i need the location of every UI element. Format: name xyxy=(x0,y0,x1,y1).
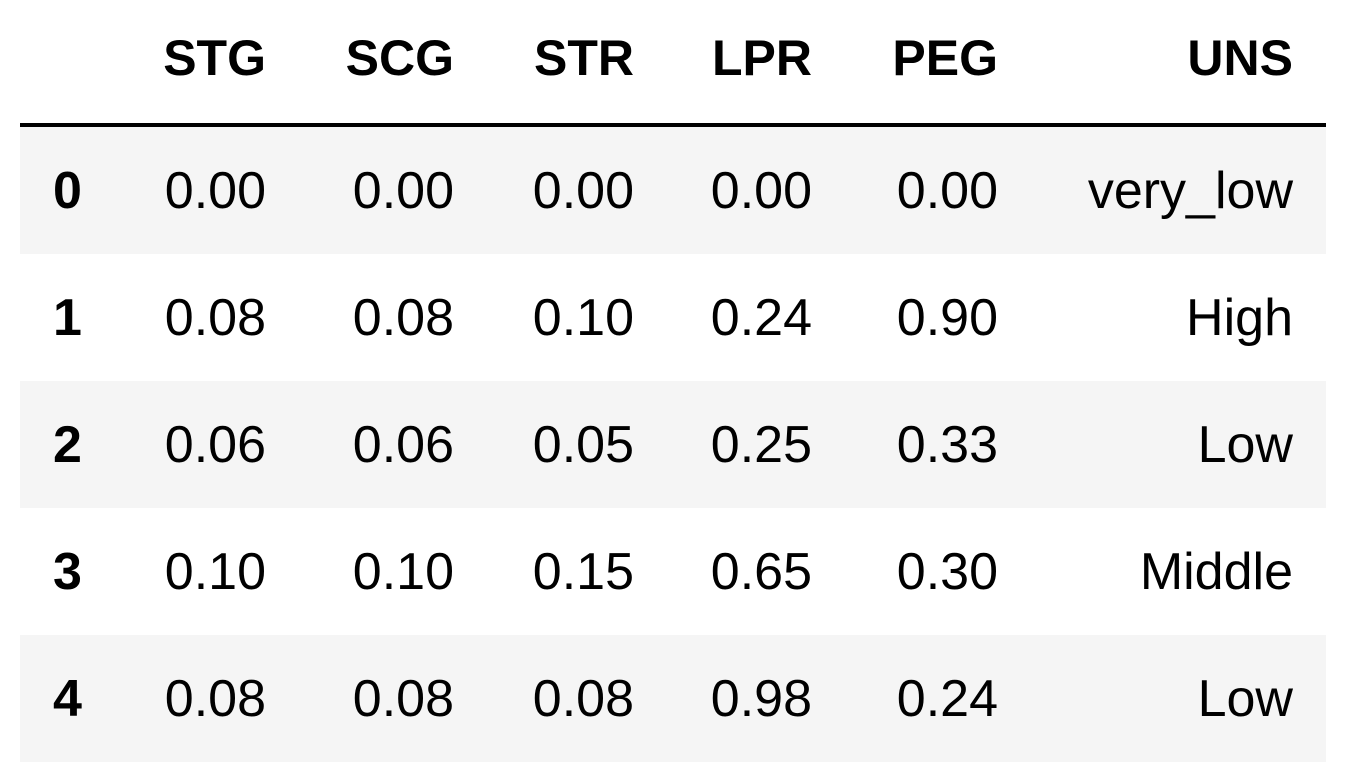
row-index: 2 xyxy=(53,415,82,474)
column-header-label: STR xyxy=(534,29,634,86)
cell-str: 0.15 xyxy=(532,542,634,601)
cell-peg: 0.24 xyxy=(896,669,998,728)
cell-scg: 0.08 xyxy=(352,669,454,728)
column-header-label: SCG xyxy=(345,29,454,86)
cell-uns: Low xyxy=(1197,415,1293,474)
column-header-label: STG xyxy=(163,29,266,86)
row-index: 0 xyxy=(53,161,82,220)
cell-peg: 0.00 xyxy=(896,161,998,220)
cell-stg: 0.00 xyxy=(164,161,266,220)
column-header-uns: UNS xyxy=(998,0,1326,127)
cell-str: 0.00 xyxy=(532,161,634,220)
table-body: 0 0.00 0.00 0.00 0.00 0.00 very_low 1 0.… xyxy=(20,125,1326,762)
header-row: STG SCG STR LPR PEG UNS xyxy=(20,0,1326,127)
cell-stg: 0.08 xyxy=(164,669,266,728)
cell-str: 0.08 xyxy=(532,669,634,728)
table-header: STG SCG STR LPR PEG UNS xyxy=(20,0,1326,127)
table-row: 2 0.06 0.06 0.05 0.25 0.33 Low xyxy=(20,381,1326,508)
cell-stg: 0.06 xyxy=(164,415,266,474)
cell-peg: 0.30 xyxy=(896,542,998,601)
cell-lpr: 0.25 xyxy=(710,415,812,474)
column-header-label: PEG xyxy=(892,29,998,86)
dataframe-table: STG SCG STR LPR PEG UNS 0 0.00 0.00 0.00… xyxy=(20,0,1326,762)
table-row: 4 0.08 0.08 0.08 0.98 0.24 Low xyxy=(20,635,1326,762)
cell-peg: 0.33 xyxy=(896,415,998,474)
column-header-label: UNS xyxy=(1187,29,1293,86)
column-header-peg: PEG xyxy=(812,0,998,127)
cell-str: 0.05 xyxy=(532,415,634,474)
table-row: 3 0.10 0.10 0.15 0.65 0.30 Middle xyxy=(20,508,1326,635)
column-header-str: STR xyxy=(454,0,634,127)
cell-uns: Middle xyxy=(1139,542,1293,601)
cell-lpr: 0.24 xyxy=(710,288,812,347)
column-header-lpr: LPR xyxy=(634,0,812,127)
row-index: 3 xyxy=(53,542,82,601)
cell-scg: 0.00 xyxy=(352,161,454,220)
row-index: 1 xyxy=(53,288,82,347)
dataframe-output: STG SCG STR LPR PEG UNS 0 0.00 0.00 0.00… xyxy=(20,0,1326,762)
cell-lpr: 0.65 xyxy=(710,542,812,601)
cell-uns: very_low xyxy=(1087,161,1293,220)
cell-uns: High xyxy=(1186,288,1293,347)
table-row: 1 0.08 0.08 0.10 0.24 0.90 High xyxy=(20,254,1326,381)
table-row: 0 0.00 0.00 0.00 0.00 0.00 very_low xyxy=(20,125,1326,254)
cell-scg: 0.10 xyxy=(352,542,454,601)
column-header-label: LPR xyxy=(712,29,812,86)
column-header-scg: SCG xyxy=(266,0,454,127)
row-index: 4 xyxy=(53,669,82,728)
cell-scg: 0.08 xyxy=(352,288,454,347)
cell-uns: Low xyxy=(1197,669,1293,728)
index-header xyxy=(20,0,120,127)
cell-lpr: 0.98 xyxy=(710,669,812,728)
cell-str: 0.10 xyxy=(532,288,634,347)
cell-stg: 0.08 xyxy=(164,288,266,347)
cell-scg: 0.06 xyxy=(352,415,454,474)
cell-lpr: 0.00 xyxy=(710,161,812,220)
cell-stg: 0.10 xyxy=(164,542,266,601)
column-header-stg: STG xyxy=(120,0,266,127)
cell-peg: 0.90 xyxy=(896,288,998,347)
